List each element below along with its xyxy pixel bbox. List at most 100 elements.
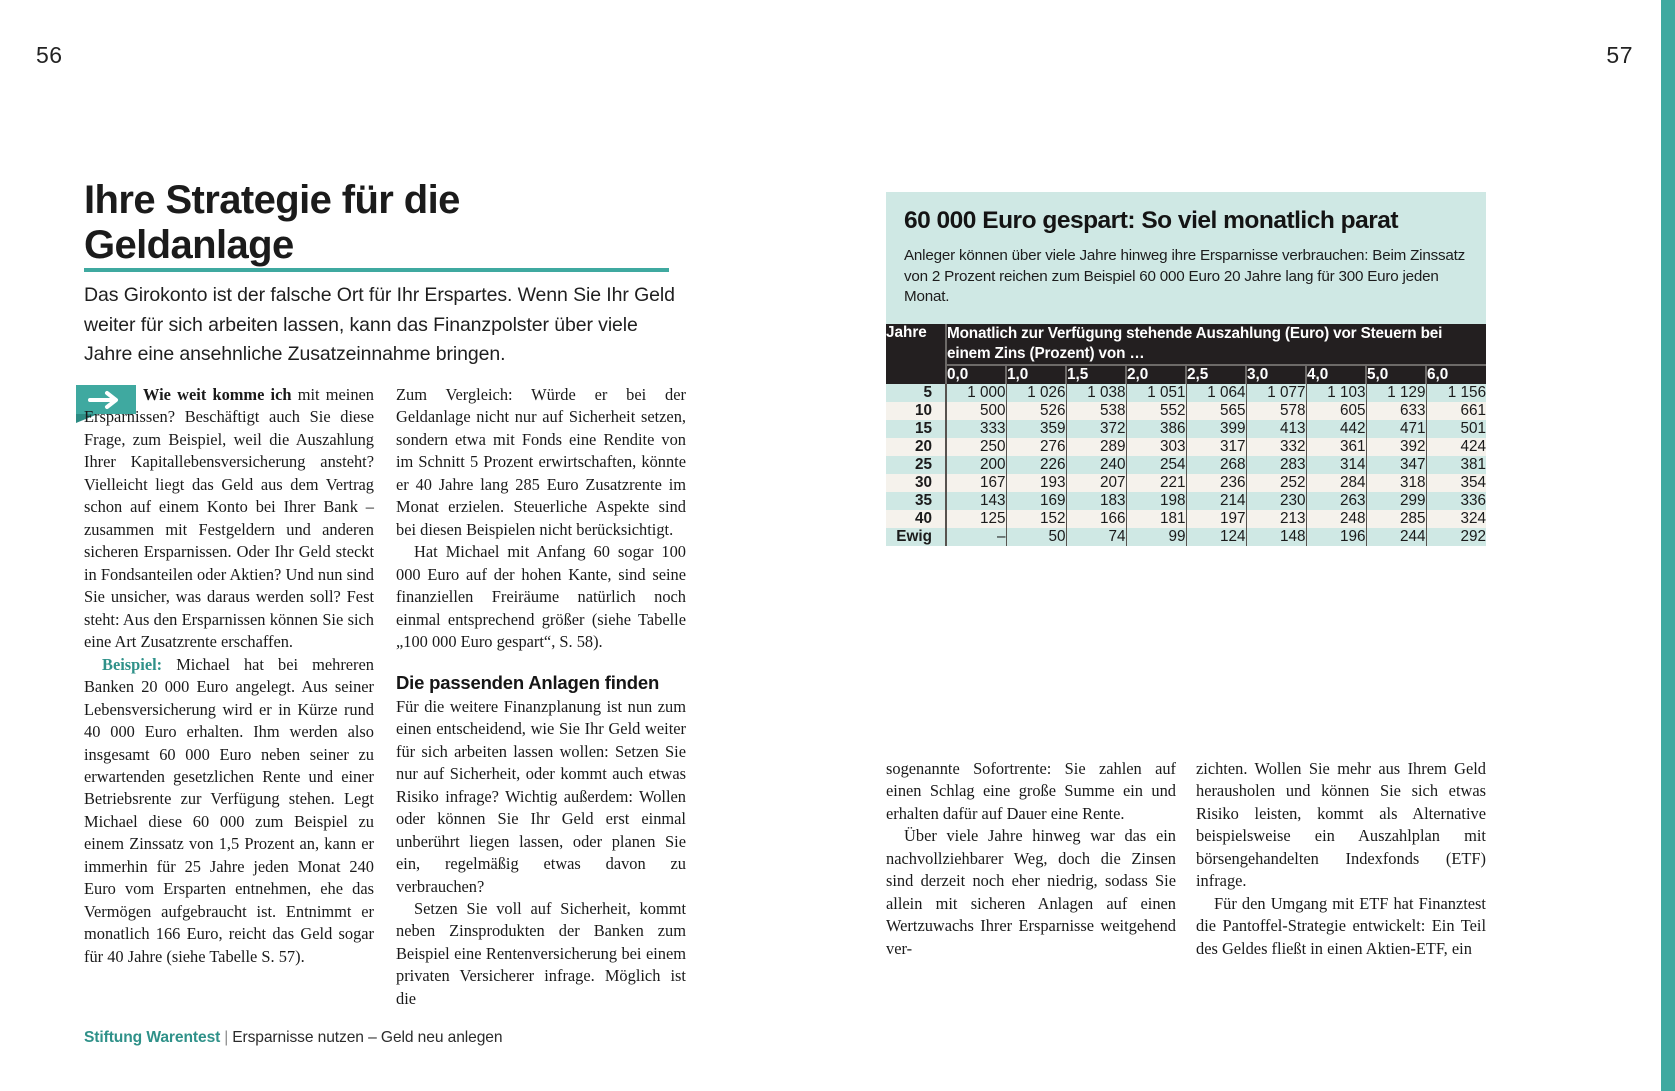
- paragraph-beispiel: Beispiel: Michael hat bei mehreren Banke…: [84, 654, 374, 969]
- cell-value: 183: [1066, 492, 1127, 511]
- arrow-flag-icon: [76, 385, 136, 423]
- cell-value: 318: [1366, 474, 1427, 493]
- table-row: 20 250 276 289 303 317 332 361 392 424: [886, 438, 1487, 457]
- cell-value: 386: [1126, 420, 1187, 439]
- column-group-header: Monatlich zur Verfügung stehende Auszahl…: [947, 324, 1443, 363]
- cell-value: 500: [946, 402, 1007, 421]
- lead-in-phrase: Wie weit komme ich: [143, 385, 292, 404]
- cell-jahre: 40: [886, 510, 947, 529]
- table-header-row-rates: 0,0 1,0 1,5 2,0 2,5 3,0 4,0 5,0 6,0: [886, 364, 1487, 385]
- cell-value: 214: [1186, 492, 1247, 511]
- cell-value: 1 051: [1126, 384, 1187, 403]
- cell-value: 1 000: [946, 384, 1007, 403]
- paragraph-text: Michael hat bei mehreren Banken 20 000 E…: [84, 654, 374, 966]
- cell-value: 252: [1246, 474, 1307, 493]
- footer-text: Ersparnisse nutzen – Geld neu anlegen: [232, 1029, 503, 1046]
- cell-value: 99: [1126, 528, 1187, 547]
- infobox-subtitle: Anleger können über viele Jahre hinweg i…: [904, 246, 1466, 306]
- rate-header-8: 6,0: [1426, 364, 1487, 385]
- cell-value: 605: [1306, 402, 1367, 421]
- cell-value: 442: [1306, 420, 1367, 439]
- page-edge-accent-bar: [1661, 0, 1675, 1091]
- rate-header-6: 4,0: [1306, 364, 1367, 385]
- table-head: Jahre Monatlich zur Verfügung stehende A…: [886, 323, 1487, 385]
- cell-value: 1 038: [1066, 384, 1127, 403]
- cell-value: 661: [1426, 402, 1487, 421]
- cell-value: 1 129: [1366, 384, 1427, 403]
- cell-value: 354: [1426, 474, 1487, 493]
- table-row: 35 143 169 183 198 214 230 263 299 336: [886, 492, 1487, 511]
- cell-value: 578: [1246, 402, 1307, 421]
- paragraph-pantoffel: Für den Umgang mit ETF hat Finanztest di…: [1196, 893, 1486, 958]
- cell-value: 333: [946, 420, 1007, 439]
- table-row: 25 200 226 240 254 268 283 314 347 381: [886, 456, 1487, 475]
- cell-value: 292: [1426, 528, 1487, 547]
- cell-value: 303: [1126, 438, 1187, 457]
- cell-value: 359: [1006, 420, 1067, 439]
- rate-header-0: 0,0: [946, 364, 1007, 385]
- title-underline-rule: [84, 268, 669, 272]
- cell-value: 196: [1306, 528, 1367, 547]
- cell-value: 372: [1066, 420, 1127, 439]
- cell-value: 254: [1126, 456, 1187, 475]
- cell-value: 221: [1126, 474, 1187, 493]
- infobox-table-60000: 60 000 Euro gespart: So viel monatlich p…: [886, 192, 1487, 547]
- table-row: 40 125 152 166 181 197 213 248 285 324: [886, 510, 1487, 529]
- cell-value: 317: [1186, 438, 1247, 457]
- rate-header-7: 5,0: [1366, 364, 1427, 385]
- cell-value: 125: [946, 510, 1007, 529]
- cell-value: 347: [1366, 456, 1427, 475]
- cell-value: 336: [1426, 492, 1487, 511]
- paragraph-sicherheit: Setzen Sie voll auf Sicherheit, kommt ne…: [396, 898, 686, 1008]
- rate-header-4: 2,5: [1186, 364, 1247, 385]
- cell-value: 1 064: [1186, 384, 1247, 403]
- cell-value: 268: [1186, 456, 1247, 475]
- cell-value: 399: [1186, 420, 1247, 439]
- body-column-3: sogenannte Sofortrente: Sie zahlen auf e…: [886, 758, 1176, 960]
- cell-value: 250: [946, 438, 1007, 457]
- cell-value: 565: [1186, 402, 1247, 421]
- cell-value: 143: [946, 492, 1007, 511]
- cell-value: 198: [1126, 492, 1187, 511]
- cell-value: 1 026: [1006, 384, 1067, 403]
- cell-value: 552: [1126, 402, 1187, 421]
- cell-value: 471: [1366, 420, 1427, 439]
- cell-jahre: 30: [886, 474, 947, 493]
- cell-value: 424: [1426, 438, 1487, 457]
- table-row: 15 333 359 372 386 399 413 442 471 501: [886, 420, 1487, 439]
- cell-value: 285: [1366, 510, 1427, 529]
- footer-separator: |: [224, 1029, 229, 1046]
- page-gutter: [837, 0, 838, 1091]
- cell-value: 413: [1246, 420, 1307, 439]
- paragraph-wie-weit: Wie weit komme ich mit meinen Ersparniss…: [84, 384, 374, 654]
- paragraph-hat-michael: Hat Michael mit Anfang 60 sogar 100 000 …: [396, 542, 686, 652]
- column-header-jahre: Jahre: [886, 323, 947, 385]
- cell-value: 193: [1006, 474, 1067, 493]
- standfirst-intro: Das Girokonto ist der falsche Ort für Ih…: [84, 284, 675, 366]
- payout-table: Jahre Monatlich zur Verfügung stehende A…: [886, 323, 1487, 547]
- cell-value: 263: [1306, 492, 1367, 511]
- cell-value: 501: [1426, 420, 1487, 439]
- cell-jahre: 15: [886, 420, 947, 439]
- table-header-row-group: Jahre Monatlich zur Verfügung stehende A…: [886, 323, 1487, 385]
- paragraph-zum-vergleich: Zum Vergleich: Würde er bei der Geldanla…: [396, 385, 686, 539]
- cell-value: 124: [1186, 528, 1247, 547]
- cell-value: 633: [1366, 402, 1427, 421]
- cell-value: 169: [1006, 492, 1067, 511]
- paragraph-etf: zichten. Wollen Sie mehr aus Ihrem Geld …: [1196, 759, 1486, 891]
- paragraph-text: mit meinen Ersparnissen? Beschäftigt auc…: [84, 385, 374, 652]
- cell-value: 381: [1426, 456, 1487, 475]
- footer: Stiftung Warentest | Ersparnisse nutzen – …: [84, 1029, 503, 1047]
- paragraph-finanzplanung: Für die weitere Finanzplanung ist nun zu…: [396, 696, 686, 896]
- cell-value: 361: [1306, 438, 1367, 457]
- beispiel-label: Beispiel:: [102, 654, 163, 674]
- infobox-title: 60 000 Euro gespart: So viel monatlich p…: [904, 207, 1399, 234]
- rate-header-1: 1,0: [1006, 364, 1067, 385]
- cell-value: 236: [1186, 474, 1247, 493]
- cell-value: 289: [1066, 438, 1127, 457]
- folio-right: 57: [1606, 42, 1633, 68]
- rate-header-2: 1,5: [1066, 364, 1127, 385]
